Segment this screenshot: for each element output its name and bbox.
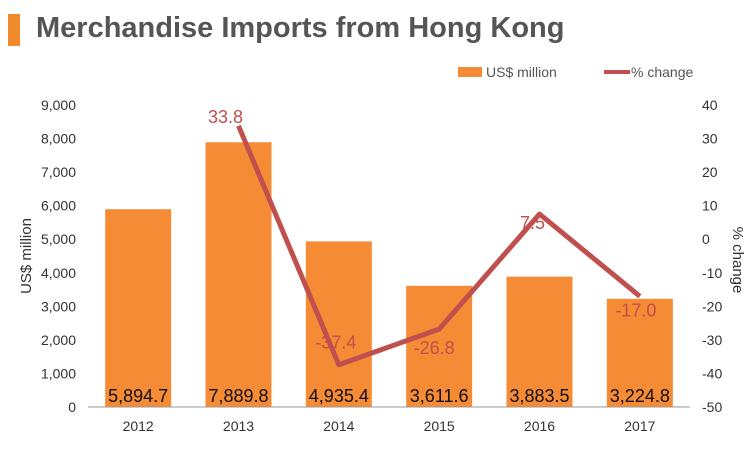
bar <box>105 209 172 407</box>
percent-change-line <box>236 124 642 368</box>
bar <box>506 276 573 407</box>
y-tick-label: 3,000 <box>41 298 76 314</box>
y2-tick-label: 10 <box>702 198 718 214</box>
y2-tick-label: 30 <box>702 131 718 147</box>
line-value-label: 33.8 <box>208 107 243 127</box>
bar-value-label: 3,611.6 <box>410 386 469 406</box>
x-tick-label: 2016 <box>524 418 555 434</box>
line-value-label: 7.5 <box>520 213 545 233</box>
legend-bar-label: US$ million <box>486 64 557 80</box>
legend-bar-swatch <box>458 67 482 77</box>
title-accent-bar <box>8 14 20 46</box>
x-tick-label: 2013 <box>223 418 254 434</box>
chart-title: Merchandise Imports from Hong Kong <box>36 12 565 44</box>
x-tick-label: 2014 <box>323 418 354 434</box>
y2-axis-title: % change <box>729 227 746 294</box>
y2-tick-label: 0 <box>702 231 710 247</box>
y-tick-label: 2,000 <box>41 332 76 348</box>
y2-tick-label: -40 <box>702 365 722 381</box>
bar-value-label: 7,889.8 <box>208 386 268 406</box>
y-tick-label: 4,000 <box>41 265 76 281</box>
y-tick-label: 6,000 <box>41 198 76 214</box>
x-tick-label: 2015 <box>424 418 455 434</box>
y2-tick-label: -30 <box>702 332 722 348</box>
bar-value-label: 4,935.4 <box>309 386 369 406</box>
x-tick-label: 2017 <box>624 418 655 434</box>
y-axis-title: US$ million <box>18 218 35 294</box>
y2-tick-label: -50 <box>702 399 722 415</box>
y2-tick-label: -10 <box>702 265 722 281</box>
y2-tick-label: 20 <box>702 164 718 180</box>
x-tick-label: 2012 <box>123 418 154 434</box>
legend-line-label: % change <box>631 64 693 80</box>
bar-value-label: 3,883.5 <box>509 386 569 406</box>
y-tick-label: 5,000 <box>41 231 76 247</box>
line-value-label: -17.0 <box>615 300 656 320</box>
y-tick-label: 7,000 <box>41 164 76 180</box>
bar-value-label: 3,224.8 <box>610 386 670 406</box>
y-tick-label: 0 <box>68 399 76 415</box>
legend: US$ million % change <box>458 64 693 80</box>
y2-tick-label: 40 <box>702 97 718 113</box>
bar <box>205 142 272 408</box>
line-value-label: -37.4 <box>315 333 356 353</box>
y-tick-label: 1,000 <box>41 365 76 381</box>
bar-value-label: 5,894.7 <box>108 386 168 406</box>
y-tick-label: 8,000 <box>41 131 76 147</box>
bar <box>606 298 673 407</box>
y2-tick-label: -20 <box>702 298 722 314</box>
y-tick-label: 9,000 <box>41 97 76 113</box>
line-value-label: -26.8 <box>414 338 455 358</box>
bar <box>305 241 372 407</box>
